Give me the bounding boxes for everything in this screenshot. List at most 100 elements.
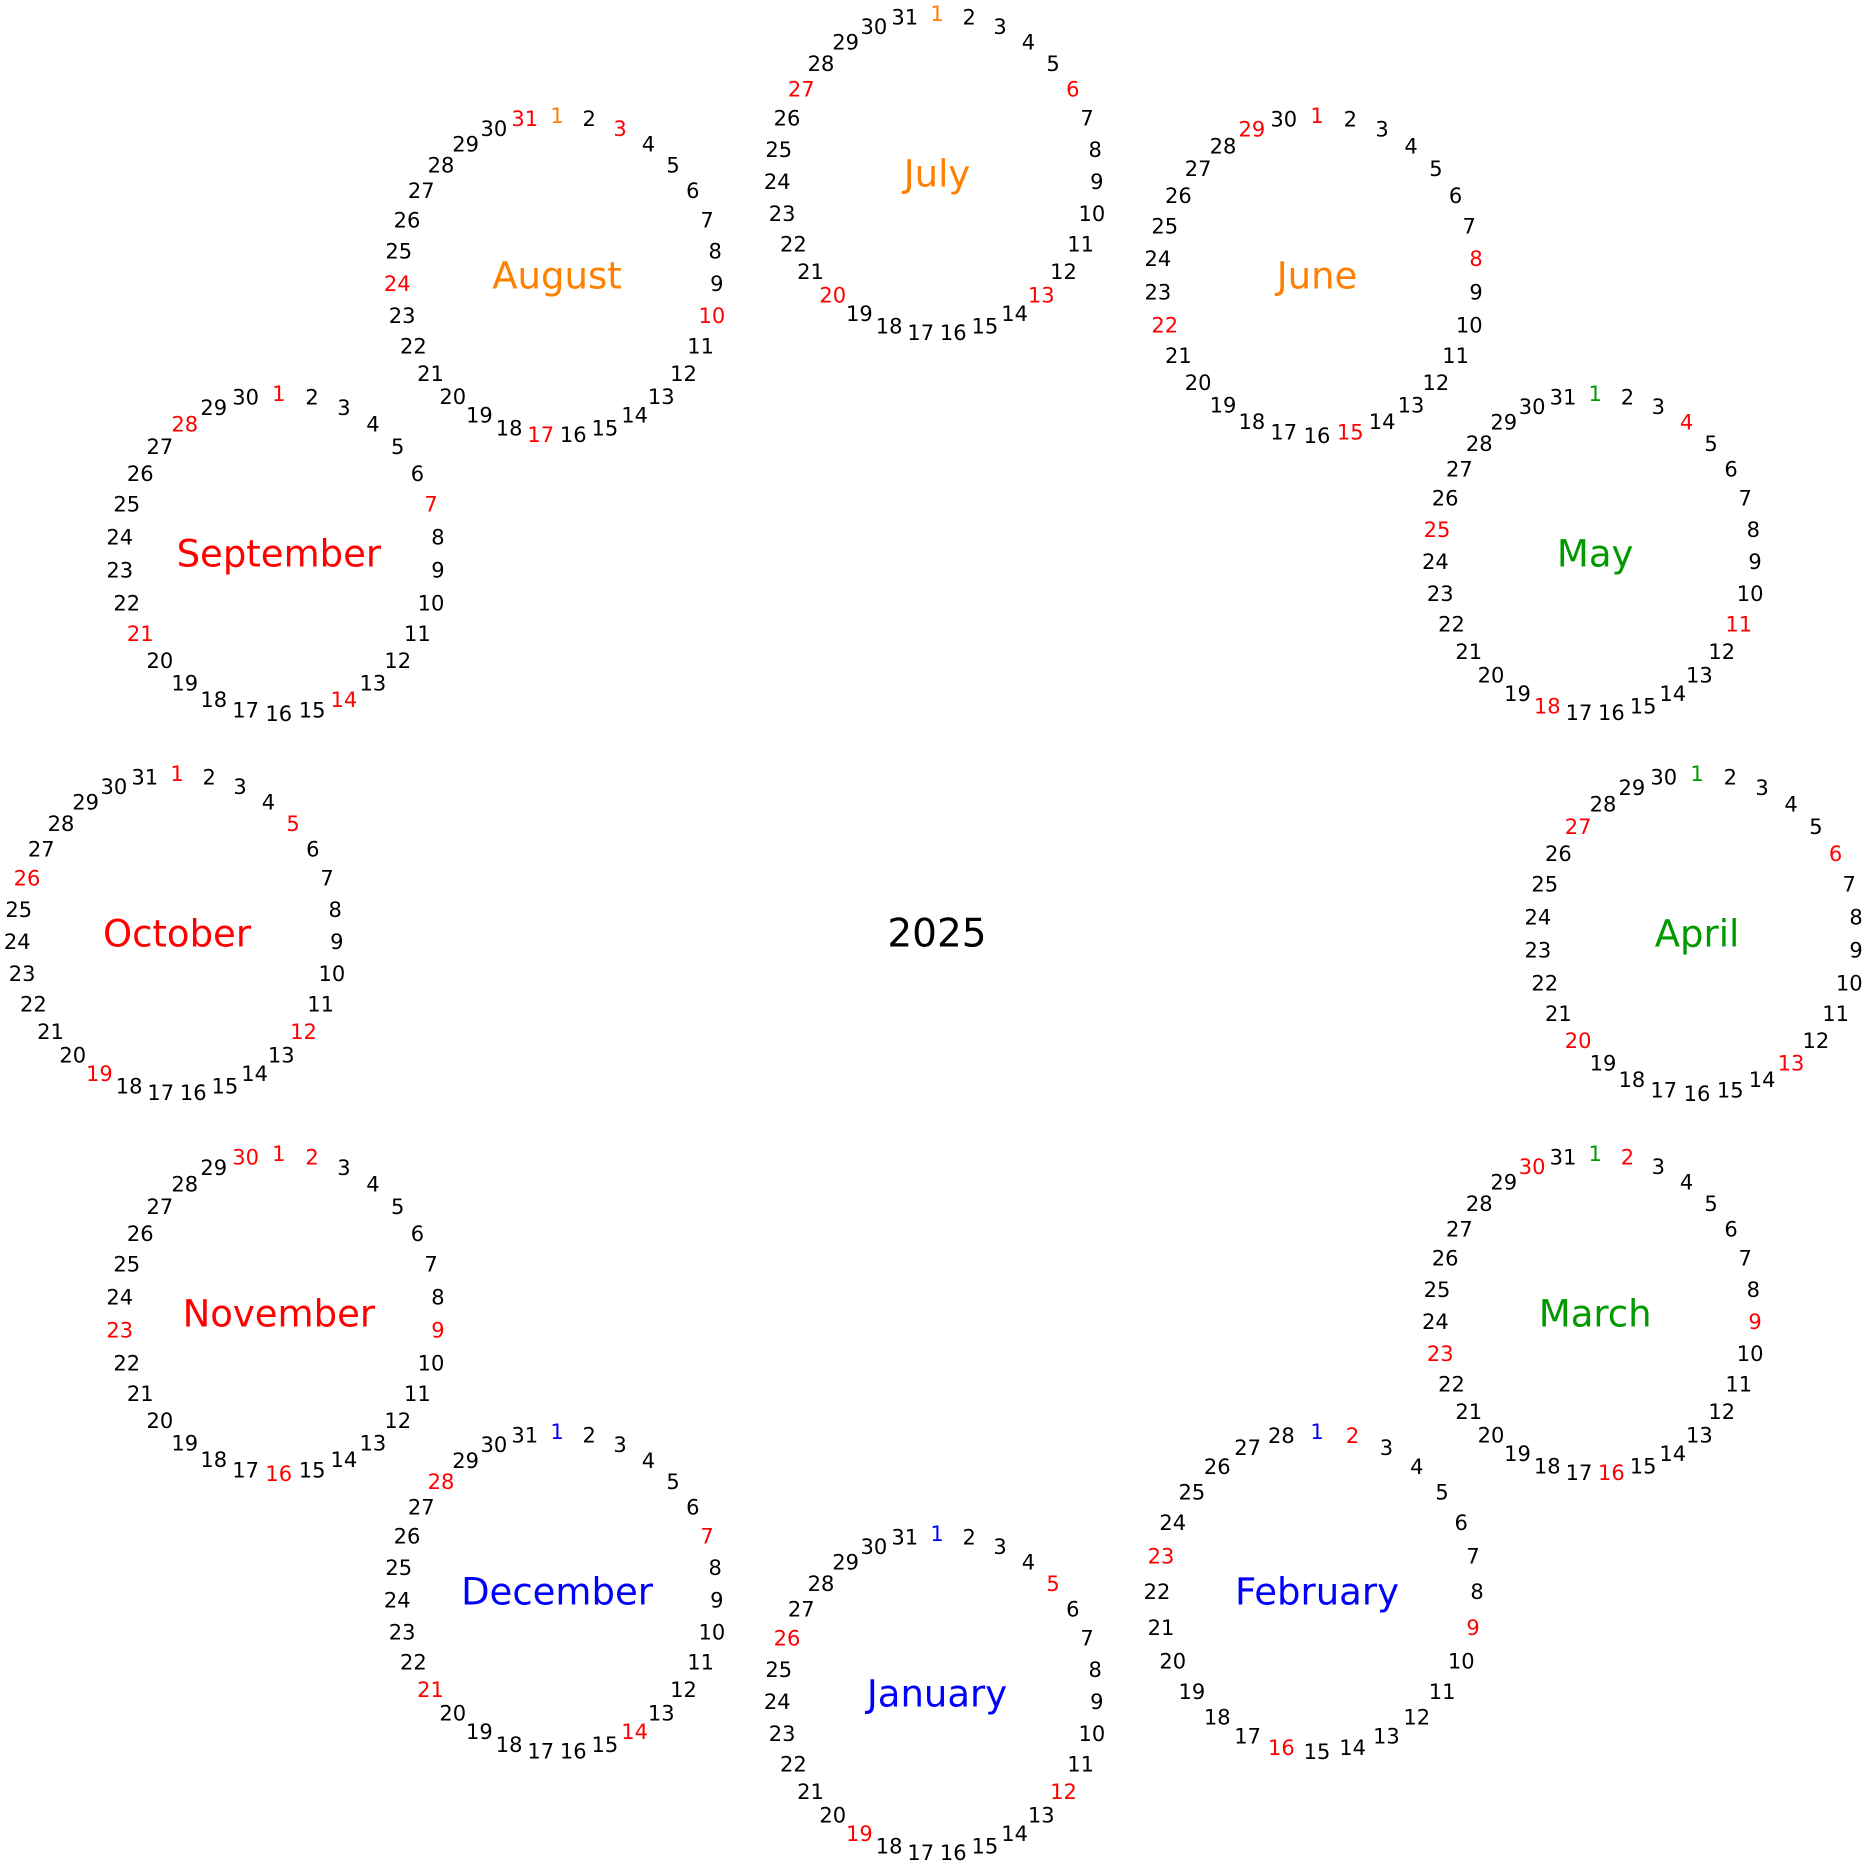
- day-august-23: 23: [389, 304, 416, 328]
- day-april-24: 24: [1525, 905, 1552, 929]
- day-october-18: 18: [116, 1075, 143, 1099]
- day-december-21: 21: [417, 1678, 444, 1702]
- day-august-6: 6: [686, 179, 699, 203]
- day-january-31: 31: [891, 1525, 918, 1549]
- day-october-10: 10: [319, 962, 346, 986]
- day-february-9: 9: [1466, 1616, 1479, 1640]
- day-december-18: 18: [496, 1733, 523, 1757]
- day-september-4: 4: [366, 413, 379, 437]
- day-february-8: 8: [1470, 1580, 1483, 1604]
- day-march-23: 23: [1427, 1342, 1454, 1366]
- day-april-14: 14: [1749, 1068, 1776, 1092]
- day-january-11: 11: [1067, 1753, 1094, 1777]
- day-september-17: 17: [232, 699, 259, 723]
- day-march-25: 25: [1424, 1278, 1451, 1302]
- day-october-16: 16: [180, 1081, 207, 1105]
- day-december-7: 7: [700, 1525, 713, 1549]
- day-october-13: 13: [268, 1043, 295, 1067]
- day-july-23: 23: [769, 202, 796, 226]
- day-march-22: 22: [1438, 1373, 1465, 1397]
- day-september-12: 12: [384, 649, 411, 673]
- day-january-5: 5: [1046, 1572, 1059, 1596]
- day-september-27: 27: [147, 435, 174, 459]
- day-january-13: 13: [1028, 1803, 1055, 1827]
- day-march-15: 15: [1630, 1455, 1657, 1479]
- day-june-8: 8: [1469, 247, 1482, 271]
- day-july-22: 22: [780, 233, 807, 257]
- day-august-18: 18: [496, 417, 523, 441]
- day-november-12: 12: [384, 1409, 411, 1433]
- day-june-30: 30: [1270, 107, 1297, 131]
- day-may-9: 9: [1748, 550, 1761, 574]
- day-december-2: 2: [583, 1424, 596, 1448]
- day-june-19: 19: [1210, 393, 1237, 417]
- day-january-3: 3: [993, 1535, 1006, 1559]
- day-april-26: 26: [1545, 842, 1572, 866]
- day-january-25: 25: [765, 1658, 792, 1682]
- day-november-20: 20: [147, 1409, 174, 1433]
- day-november-25: 25: [113, 1253, 140, 1277]
- day-august-25: 25: [385, 240, 412, 264]
- day-august-24: 24: [384, 272, 411, 296]
- day-october-22: 22: [20, 993, 47, 1017]
- day-april-27: 27: [1565, 815, 1592, 839]
- day-april-25: 25: [1531, 873, 1558, 897]
- day-july-30: 30: [861, 15, 888, 39]
- day-october-29: 29: [72, 791, 99, 815]
- day-march-13: 13: [1686, 1423, 1713, 1447]
- day-december-15: 15: [592, 1733, 619, 1757]
- day-july-1: 1: [930, 2, 943, 26]
- day-january-19: 19: [846, 1822, 873, 1846]
- day-december-13: 13: [648, 1702, 675, 1726]
- day-june-11: 11: [1442, 344, 1469, 368]
- day-may-22: 22: [1438, 613, 1465, 637]
- month-name-june: June: [1275, 254, 1358, 297]
- day-november-17: 17: [232, 1459, 259, 1483]
- day-april-8: 8: [1849, 905, 1862, 929]
- day-november-8: 8: [431, 1285, 444, 1309]
- day-august-30: 30: [481, 117, 508, 141]
- day-february-2: 2: [1346, 1424, 1359, 1448]
- day-april-29: 29: [1619, 776, 1646, 800]
- day-november-24: 24: [106, 1285, 133, 1309]
- day-september-16: 16: [265, 702, 292, 726]
- day-november-16: 16: [265, 1462, 292, 1486]
- day-november-28: 28: [171, 1173, 198, 1197]
- day-february-7: 7: [1466, 1545, 1479, 1569]
- day-march-31: 31: [1550, 1145, 1577, 1169]
- day-august-2: 2: [583, 107, 596, 131]
- day-june-5: 5: [1429, 157, 1442, 181]
- day-november-29: 29: [200, 1156, 227, 1180]
- day-april-4: 4: [1784, 793, 1797, 817]
- day-july-2: 2: [963, 5, 976, 29]
- day-march-18: 18: [1534, 1455, 1561, 1479]
- day-february-18: 18: [1204, 1705, 1231, 1729]
- day-march-16: 16: [1598, 1461, 1625, 1485]
- day-april-5: 5: [1809, 815, 1822, 839]
- day-october-30: 30: [101, 775, 128, 799]
- day-april-1: 1: [1690, 762, 1703, 786]
- day-may-20: 20: [1478, 663, 1505, 687]
- day-january-16: 16: [940, 1841, 967, 1865]
- day-january-26: 26: [774, 1626, 801, 1650]
- month-name-may: May: [1557, 533, 1634, 576]
- day-september-8: 8: [431, 525, 444, 549]
- day-august-12: 12: [670, 362, 697, 386]
- day-december-31: 31: [511, 1424, 538, 1448]
- day-march-19: 19: [1504, 1442, 1531, 1466]
- day-may-12: 12: [1708, 640, 1735, 664]
- day-february-26: 26: [1204, 1455, 1231, 1479]
- day-november-3: 3: [337, 1156, 350, 1180]
- day-february-24: 24: [1159, 1511, 1186, 1535]
- day-october-4: 4: [262, 791, 275, 815]
- day-january-4: 4: [1022, 1551, 1035, 1575]
- day-june-24: 24: [1145, 247, 1172, 271]
- day-january-28: 28: [808, 1572, 835, 1596]
- day-july-11: 11: [1067, 233, 1094, 257]
- day-october-24: 24: [4, 930, 31, 954]
- day-september-21: 21: [127, 622, 154, 646]
